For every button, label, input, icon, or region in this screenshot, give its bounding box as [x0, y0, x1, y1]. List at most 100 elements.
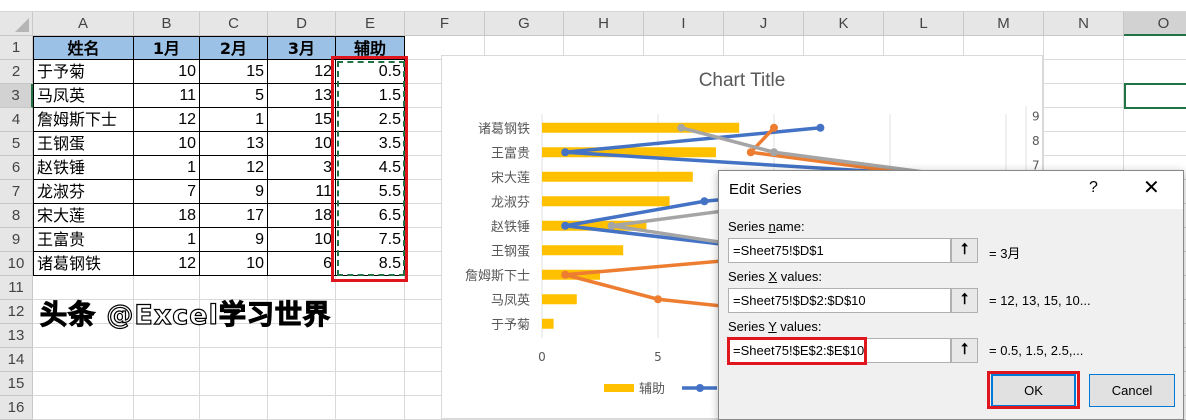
- cell-A15[interactable]: [33, 372, 134, 396]
- cell-O5[interactable]: [1124, 132, 1186, 156]
- collapse-dialog-button-x[interactable]: ⭡: [951, 288, 978, 313]
- series-y-input[interactable]: =Sheet75!$E$2:$E$10: [728, 338, 951, 363]
- column-header-B[interactable]: B: [134, 12, 200, 36]
- cell-C10[interactable]: 10: [200, 252, 268, 276]
- cell-D10[interactable]: 6: [268, 252, 336, 276]
- cell-C3[interactable]: 5: [200, 84, 268, 108]
- cell-C4[interactable]: 1: [200, 108, 268, 132]
- cell-B12[interactable]: [134, 300, 200, 324]
- cell-B4[interactable]: 12: [134, 108, 200, 132]
- row-header-12[interactable]: 12: [0, 300, 33, 324]
- cell-B9[interactable]: 1: [134, 228, 200, 252]
- cell-D13[interactable]: [268, 324, 336, 348]
- cell-O4[interactable]: [1124, 108, 1186, 132]
- row-header-5[interactable]: 5: [0, 132, 33, 156]
- column-header-G[interactable]: G: [485, 12, 564, 36]
- cell-B10[interactable]: 12: [134, 252, 200, 276]
- cell-C5[interactable]: 13: [200, 132, 268, 156]
- row-header-2[interactable]: 2: [0, 60, 33, 84]
- cell-B6[interactable]: 1: [134, 156, 200, 180]
- cell-A13[interactable]: [33, 324, 134, 348]
- cell-A1[interactable]: 姓名: [33, 36, 134, 60]
- cell-C8[interactable]: 17: [200, 204, 268, 228]
- row-header-9[interactable]: 9: [0, 228, 33, 252]
- cell-B3[interactable]: 11: [134, 84, 200, 108]
- cell-B16[interactable]: [134, 396, 200, 420]
- collapse-dialog-button-name[interactable]: ⭡: [951, 238, 978, 263]
- row-header-6[interactable]: 6: [0, 156, 33, 180]
- cell-D16[interactable]: [268, 396, 336, 420]
- cell-A3[interactable]: 马凤英: [33, 84, 134, 108]
- row-header-8[interactable]: 8: [0, 204, 33, 228]
- cell-D7[interactable]: 11: [268, 180, 336, 204]
- cell-E11[interactable]: [336, 276, 405, 300]
- cell-E13[interactable]: [336, 324, 405, 348]
- row-header-14[interactable]: 14: [0, 348, 33, 372]
- cell-N2[interactable]: [1044, 60, 1124, 84]
- cell-A16[interactable]: [33, 396, 134, 420]
- cell-D15[interactable]: [268, 372, 336, 396]
- row-header-13[interactable]: 13: [0, 324, 33, 348]
- column-header-D[interactable]: D: [268, 12, 336, 36]
- cell-B7[interactable]: 7: [134, 180, 200, 204]
- cell-E14[interactable]: [336, 348, 405, 372]
- cell-B15[interactable]: [134, 372, 200, 396]
- cell-D6[interactable]: 3: [268, 156, 336, 180]
- cell-D8[interactable]: 18: [268, 204, 336, 228]
- cell-C9[interactable]: 9: [200, 228, 268, 252]
- column-header-A[interactable]: A: [33, 12, 134, 36]
- cell-A11[interactable]: [33, 276, 134, 300]
- selected-cell-o3[interactable]: [1124, 83, 1186, 109]
- cell-A8[interactable]: 宋大莲: [33, 204, 134, 228]
- cell-A2[interactable]: 于予菊: [33, 60, 134, 84]
- cell-D9[interactable]: 10: [268, 228, 336, 252]
- cell-A7[interactable]: 龙淑芬: [33, 180, 134, 204]
- chart-title[interactable]: Chart Title: [698, 70, 786, 91]
- cell-C2[interactable]: 15: [200, 60, 268, 84]
- cell-D3[interactable]: 13: [268, 84, 336, 108]
- series-name-input[interactable]: =Sheet75!$D$1: [728, 238, 951, 263]
- cell-D14[interactable]: [268, 348, 336, 372]
- column-header-M[interactable]: M: [964, 12, 1044, 36]
- cell-B8[interactable]: 18: [134, 204, 200, 228]
- cell-C11[interactable]: [200, 276, 268, 300]
- column-header-C[interactable]: C: [200, 12, 268, 36]
- cell-O2[interactable]: [1124, 60, 1186, 84]
- cancel-button[interactable]: Cancel: [1089, 374, 1175, 407]
- cell-N5[interactable]: [1044, 132, 1124, 156]
- cell-B13[interactable]: [134, 324, 200, 348]
- cell-O1[interactable]: [1124, 36, 1186, 60]
- cell-E15[interactable]: [336, 372, 405, 396]
- row-header-11[interactable]: 11: [0, 276, 33, 300]
- row-header-10[interactable]: 10: [0, 252, 33, 276]
- cell-C15[interactable]: [200, 372, 268, 396]
- dialog-titlebar[interactable]: Edit Series ? ✕: [719, 171, 1183, 209]
- cell-D1[interactable]: 3月: [268, 36, 336, 60]
- cell-A12[interactable]: [33, 300, 134, 324]
- cell-C13[interactable]: [200, 324, 268, 348]
- cell-B2[interactable]: 10: [134, 60, 200, 84]
- column-header-J[interactable]: J: [724, 12, 804, 36]
- cell-D5[interactable]: 10: [268, 132, 336, 156]
- cell-D12[interactable]: [268, 300, 336, 324]
- column-header-O[interactable]: O: [1124, 12, 1186, 36]
- row-header-4[interactable]: 4: [0, 108, 33, 132]
- cell-N1[interactable]: [1044, 36, 1124, 60]
- cell-A9[interactable]: 王富贵: [33, 228, 134, 252]
- select-all-button[interactable]: [0, 12, 33, 36]
- column-header-H[interactable]: H: [564, 12, 644, 36]
- cell-A4[interactable]: 詹姆斯下士: [33, 108, 134, 132]
- cell-C12[interactable]: [200, 300, 268, 324]
- cell-C16[interactable]: [200, 396, 268, 420]
- cell-B5[interactable]: 10: [134, 132, 200, 156]
- cell-C14[interactable]: [200, 348, 268, 372]
- cell-C7[interactable]: 9: [200, 180, 268, 204]
- cell-A14[interactable]: [33, 348, 134, 372]
- cell-B11[interactable]: [134, 276, 200, 300]
- column-header-E[interactable]: E: [336, 12, 405, 36]
- row-header-15[interactable]: 15: [0, 372, 33, 396]
- collapse-dialog-button-y[interactable]: ⭡: [951, 338, 978, 363]
- cell-D4[interactable]: 15: [268, 108, 336, 132]
- cell-E12[interactable]: [336, 300, 405, 324]
- cell-A10[interactable]: 诸葛钢铁: [33, 252, 134, 276]
